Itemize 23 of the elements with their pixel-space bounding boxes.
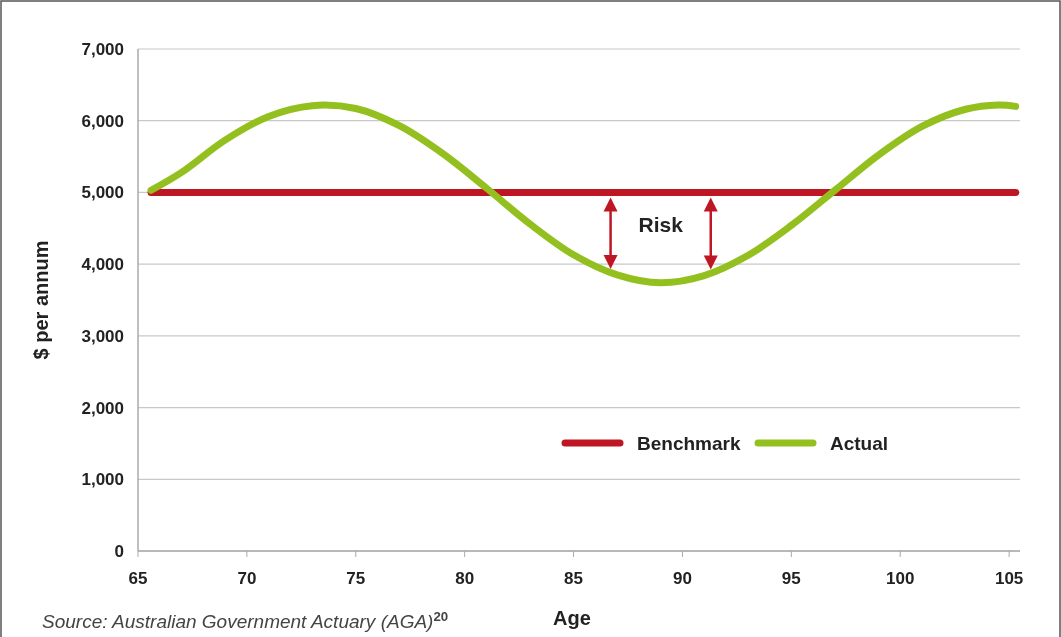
annotation: Risk [638,212,684,236]
x-tick-label: 80 [455,569,475,588]
x-tick-label: 75 [346,569,366,588]
source-note: Source: Australian Government Actuary (AGA)$^{20}$ [42,608,449,632]
x-tick-label: 105 [994,569,1024,588]
x-tick-label: 65 [128,569,148,588]
y-tick-label: 1,000 [81,470,124,490]
y-tick-label: 0 [114,542,124,561]
y-tick-label: 4,000 [81,255,124,275]
y-tick-label: 2,000 [81,398,124,418]
x-tick-label: 85 [564,569,584,588]
x-tick-label: 95 [781,569,801,588]
x-axis-title: Age [553,607,591,629]
x-tick-label: 100 [886,569,915,588]
y-tick-label: 6,000 [81,111,124,131]
legend-label: Actual [830,433,889,454]
y-tick-label: 5,000 [81,183,124,203]
x-tick-label: 70 [237,569,257,588]
legend-label: Benchmark [637,433,741,454]
y-tick-label: 7,000 [81,40,124,59]
y-tick-label: 3,000 [81,326,124,346]
x-tick-label: 90 [672,569,692,588]
y-axis-title: $ per annum [30,240,52,360]
